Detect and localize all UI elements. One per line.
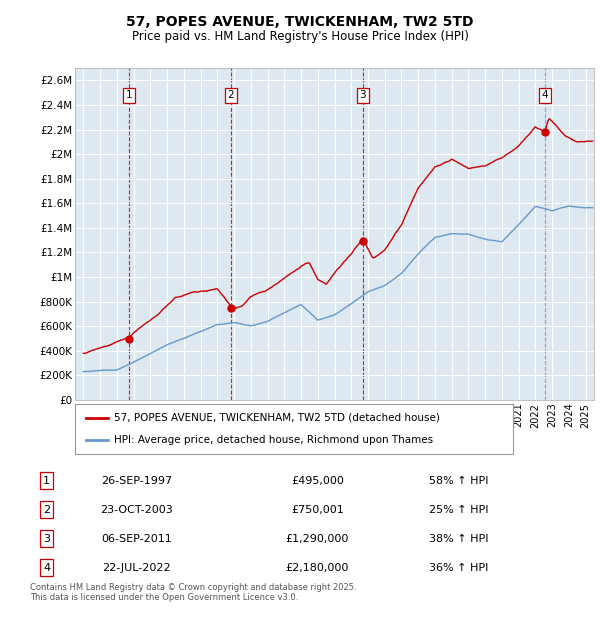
Text: 57, POPES AVENUE, TWICKENHAM, TW2 5TD: 57, POPES AVENUE, TWICKENHAM, TW2 5TD	[126, 16, 474, 30]
Text: 4: 4	[43, 562, 50, 573]
Text: 1: 1	[43, 476, 50, 485]
Text: 57, POPES AVENUE, TWICKENHAM, TW2 5TD (detached house): 57, POPES AVENUE, TWICKENHAM, TW2 5TD (d…	[115, 413, 440, 423]
Text: 36% ↑ HPI: 36% ↑ HPI	[428, 562, 488, 573]
Text: 3: 3	[359, 91, 366, 100]
Text: 38% ↑ HPI: 38% ↑ HPI	[428, 534, 488, 544]
Text: 25% ↑ HPI: 25% ↑ HPI	[428, 505, 488, 515]
Text: 2: 2	[43, 505, 50, 515]
Text: 26-SEP-1997: 26-SEP-1997	[101, 476, 172, 485]
Text: 22-JUL-2022: 22-JUL-2022	[103, 562, 171, 573]
Text: £1,290,000: £1,290,000	[286, 534, 349, 544]
Text: 06-SEP-2011: 06-SEP-2011	[101, 534, 172, 544]
Text: £750,001: £750,001	[291, 505, 344, 515]
Text: 3: 3	[43, 534, 50, 544]
Text: 2: 2	[227, 91, 234, 100]
Text: HPI: Average price, detached house, Richmond upon Thames: HPI: Average price, detached house, Rich…	[115, 435, 434, 445]
Text: 1: 1	[126, 91, 133, 100]
Text: £495,000: £495,000	[291, 476, 344, 485]
Text: Contains HM Land Registry data © Crown copyright and database right 2025.
This d: Contains HM Land Registry data © Crown c…	[30, 583, 356, 602]
Text: 23-OCT-2003: 23-OCT-2003	[100, 505, 173, 515]
Text: 58% ↑ HPI: 58% ↑ HPI	[428, 476, 488, 485]
Text: £2,180,000: £2,180,000	[286, 562, 349, 573]
Text: 4: 4	[541, 91, 548, 100]
Text: Price paid vs. HM Land Registry's House Price Index (HPI): Price paid vs. HM Land Registry's House …	[131, 30, 469, 43]
